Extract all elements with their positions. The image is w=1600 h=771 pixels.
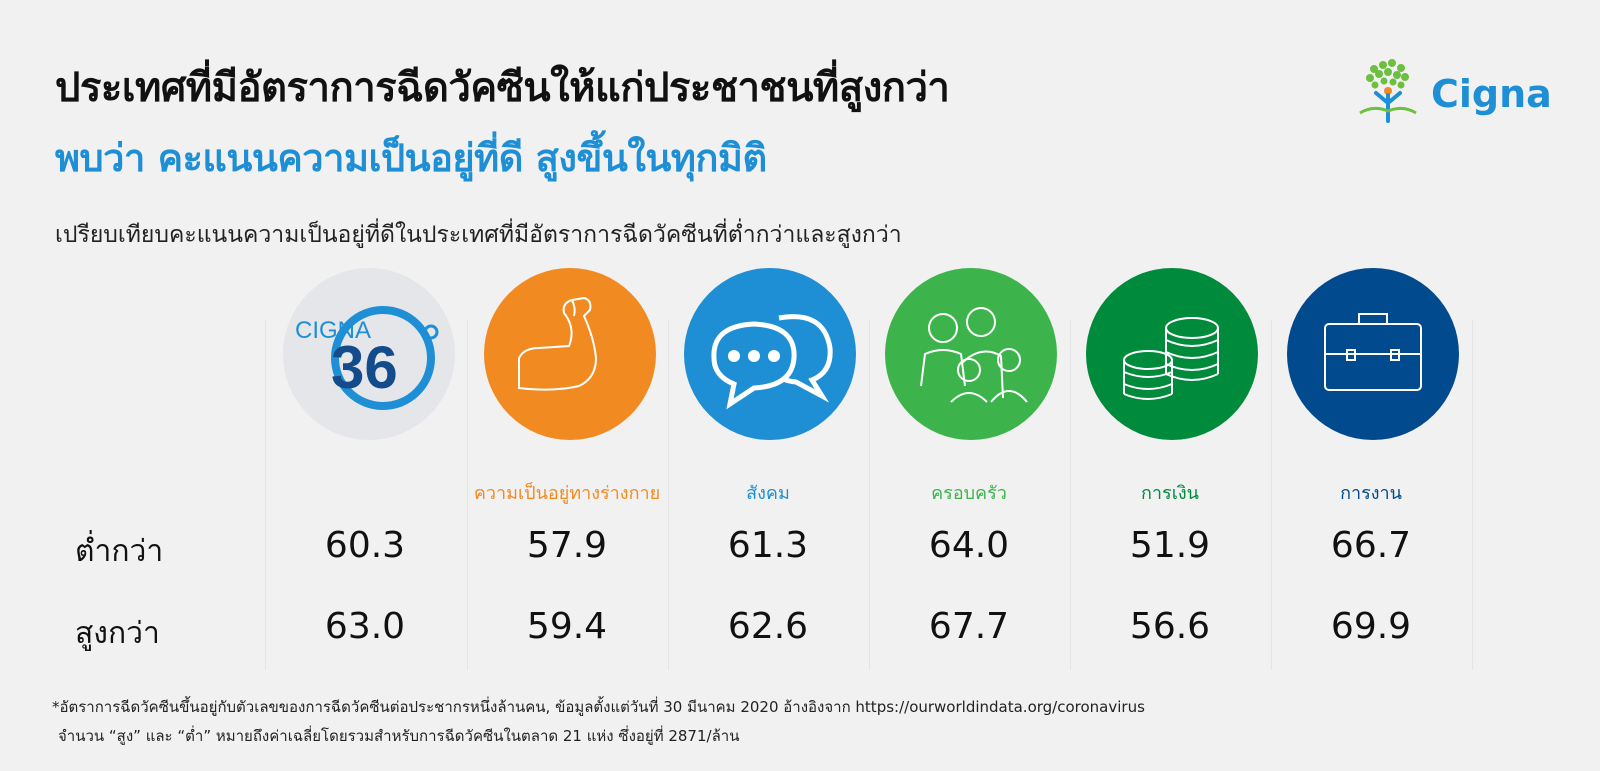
footnote-line-2: จำนวน “สูง” และ “ต่ำ” หมายถึงค่าเฉลี่ยโด… [58, 727, 740, 745]
value-lower-financial: 51.9 [1129, 525, 1211, 566]
value-higher-physical: 59.4 [526, 606, 608, 647]
page-subtitle: พบว่า คะแนนความเป็นอยู่ที่ดี สูงขึ้นในทุ… [55, 136, 767, 180]
value-lower-physical: 57.9 [526, 525, 608, 566]
family-icon [885, 268, 1057, 440]
cigna-badge-number: 36 [331, 334, 398, 401]
value-higher-overall: 63.0 [324, 606, 406, 647]
value-higher-financial: 56.6 [1129, 606, 1211, 647]
value-higher-work: 69.9 [1330, 606, 1412, 647]
category-label-family: ครอบครัว [931, 483, 1007, 504]
column-divider [668, 320, 669, 670]
value-higher-family: 67.7 [928, 606, 1010, 647]
column-divider [467, 320, 468, 670]
coins-icon [1086, 268, 1258, 440]
flexed-arm-icon [484, 268, 656, 440]
column-divider [1070, 320, 1071, 670]
page-title: ประเทศที่มีอัตราการฉีดวัคซีนให้แก่ประชาช… [55, 65, 950, 111]
chart-title: เปรียบเทียบคะแนนความเป็นอยู่ที่ดีในประเท… [55, 222, 902, 248]
column-divider [1271, 320, 1272, 670]
value-higher-social: 62.6 [727, 606, 809, 647]
row-label-higher: สูงกว่า [75, 616, 160, 651]
column-divider [1472, 320, 1473, 670]
category-label-physical: ความเป็นอยู่ทางร่างกาย [473, 483, 661, 504]
category-label-work: การงาน [1340, 483, 1402, 504]
cigna-360-icon: CIGNA 36 [283, 268, 455, 440]
row-label-lower: ต่ำกว่า [75, 534, 164, 569]
cigna-badge-word: CIGNA [295, 317, 371, 344]
column-divider [869, 320, 870, 670]
cigna-logo-text: Cigna [1431, 72, 1552, 116]
chat-bubbles-icon [684, 268, 856, 440]
value-lower-overall: 60.3 [324, 525, 406, 566]
value-lower-family: 64.0 [928, 525, 1010, 566]
category-label-financial: การเงิน [1141, 483, 1199, 504]
value-lower-social: 61.3 [727, 525, 809, 566]
category-label-social: สังคม [746, 483, 790, 504]
cigna-tree-logo-icon [1359, 59, 1417, 123]
column-divider [265, 320, 266, 670]
value-lower-work: 66.7 [1330, 525, 1412, 566]
footnote-line-1: *อัตราการฉีดวัคซีนขึ้นอยู่กับตัวเลขของกา… [52, 698, 1145, 716]
briefcase-icon [1287, 268, 1459, 440]
